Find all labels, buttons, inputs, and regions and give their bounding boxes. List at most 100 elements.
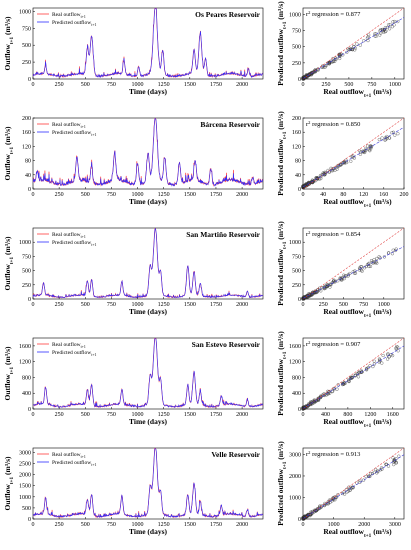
x-axis-label: Time (days) — [129, 527, 167, 536]
scatter-point — [319, 177, 323, 181]
scatter-point — [351, 485, 355, 489]
scatter-point — [342, 490, 346, 494]
scatter-point — [375, 256, 379, 261]
scatter-point — [326, 61, 330, 65]
scatter-x-tick-label: 500 — [339, 302, 348, 308]
scatter-point — [368, 145, 372, 149]
legend-predicted-label: Predicted outflowt+1 — [52, 349, 97, 357]
scatter-x-tick-label: 160 — [379, 192, 388, 198]
scatter-point — [383, 30, 387, 34]
y-tick-label: 400 — [22, 391, 31, 397]
x-axis-label: Time (days) — [129, 417, 167, 426]
scatter-point — [347, 380, 351, 384]
scatter-point — [325, 283, 329, 287]
scatter-point — [333, 58, 337, 62]
scatter-point — [388, 136, 392, 140]
x-tick-label: 500 — [81, 192, 90, 198]
scatter-point — [306, 514, 310, 518]
scatter-point — [382, 30, 386, 34]
scatter-point — [344, 159, 348, 164]
x-tick-label: 1000 — [132, 412, 144, 418]
y-tick-label: 80 — [25, 159, 31, 165]
scatter-point — [357, 149, 361, 153]
scatter-point — [376, 469, 380, 473]
x-tick-label: 1500 — [184, 302, 196, 308]
scatter-point — [391, 20, 395, 24]
scatter-point — [342, 381, 347, 385]
legend-real-label: Real outflowt+1 — [52, 121, 86, 129]
scatter-point — [380, 361, 384, 365]
scatter-y-tick-label: 0 — [298, 77, 301, 83]
scatter-x-tick-label: 250 — [321, 82, 330, 88]
panel-row-1: 0 250 500 750 1000 1250 1500 1750 2000 0 250 500 750… — [3, 1, 405, 99]
x-tick-label: 250 — [55, 192, 64, 198]
scatter-point — [345, 50, 349, 54]
regression-line — [302, 454, 405, 519]
series-predicted-outflow — [32, 448, 263, 518]
scatter-point — [335, 387, 339, 391]
scatter-point — [316, 67, 320, 71]
scatter-x-tick-label: 0 — [302, 412, 305, 418]
scatter-x-tick-label: 2000 — [358, 522, 370, 528]
scatter-point — [382, 255, 386, 259]
scatter-y-tick-label: 1000 — [289, 240, 301, 246]
scatter-point — [384, 29, 388, 33]
scatter-point — [384, 136, 388, 140]
scatter-point — [366, 262, 370, 266]
y-tick-label: 120 — [22, 144, 31, 150]
scatter-point — [384, 462, 388, 467]
series-predicted-outflow — [33, 338, 264, 409]
scatter-point — [364, 367, 369, 371]
x-tick-label: 2000 — [236, 412, 248, 418]
scatter-x-axis-label: Real outflowt+1 (m³/s) — [323, 527, 392, 539]
scatter-point — [329, 282, 333, 286]
scatter-point — [351, 270, 355, 274]
x-axis-label: Time (days) — [129, 307, 167, 316]
scatter-point — [349, 159, 353, 163]
scatter-point — [378, 33, 382, 37]
legend-predicted-label: Predicted outflowt+1 — [52, 459, 97, 467]
scatter-y-tick-label: 1000 — [289, 495, 301, 501]
scatter-x-tick-label: 0 — [302, 192, 305, 198]
panel-row-5: 0 250 500 750 1000 1250 1500 1750 2000 0 500 1000 15… — [3, 441, 405, 539]
x-tick-label: 500 — [81, 82, 90, 88]
scatter-x-tick-label: 120 — [359, 192, 368, 198]
scatter-y-tick-label: 400 — [292, 391, 301, 397]
reservoir-title: Velle Reservoir — [211, 450, 260, 459]
scatter-y-tick-label: 80 — [295, 159, 301, 165]
y-axis-label: Outflowt+1 (m³/s) — [3, 346, 15, 400]
scatter-point — [394, 346, 398, 350]
scatter-point — [346, 274, 350, 278]
scatter-x-tick-label: 500 — [344, 82, 353, 88]
x-tick-label: 250 — [55, 302, 64, 308]
scatter-point — [333, 56, 338, 60]
scatter-y-axis-label: Predicted outflowt+1 (m³/s) — [276, 111, 288, 196]
scatter-point — [336, 493, 340, 497]
x-tick-label: 1750 — [210, 82, 222, 88]
scatter-points — [301, 19, 400, 81]
scatter-point — [388, 27, 392, 31]
scatter-point — [323, 501, 327, 505]
x-tick-label: 750 — [107, 412, 116, 418]
y-tick-label: 40 — [25, 173, 31, 179]
scatter-point — [356, 371, 360, 375]
scatter-point — [310, 511, 314, 515]
ideal-line — [302, 447, 405, 520]
r2-annotation: r2 regression = 0.854 — [306, 230, 361, 239]
y-tick-label: 800 — [22, 375, 31, 381]
y-tick-label: 2000 — [19, 473, 31, 479]
scatter-y-tick-label: 250 — [292, 283, 301, 289]
scatter-y-axis-label: Predicted outflowt+1 (m³/s) — [276, 331, 288, 416]
legend-real-label: Real outflowt+1 — [52, 231, 86, 239]
scatter-point — [393, 19, 397, 24]
y-axis-label: Outflowt+1 (m³/s) — [3, 456, 15, 510]
scatter-y-tick-label: 250 — [292, 61, 301, 67]
legend-predicted-label: Predicted outflowt+1 — [52, 239, 97, 247]
y-tick-label: 0 — [28, 517, 31, 523]
x-tick-label: 750 — [107, 302, 116, 308]
scatter-x-tick-label: 0 — [302, 302, 305, 308]
scatter-point — [329, 498, 333, 502]
x-tick-label: 0 — [32, 82, 35, 88]
ideal-line — [302, 227, 405, 300]
y-tick-label: 750 — [22, 254, 31, 260]
